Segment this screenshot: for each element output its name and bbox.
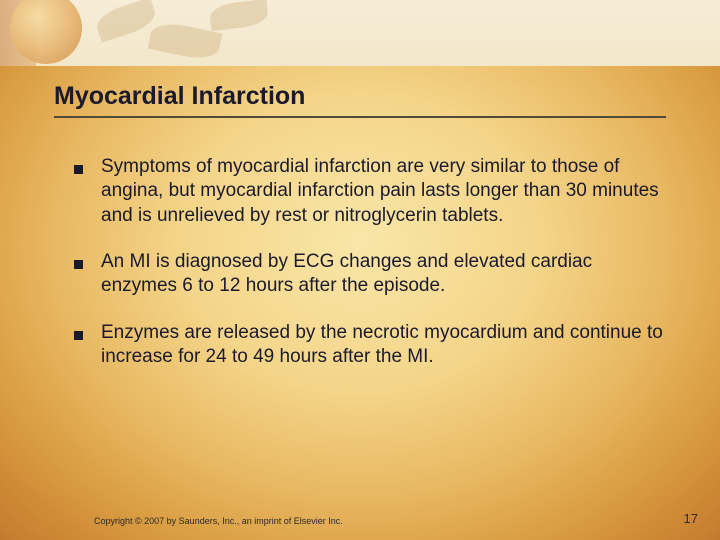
list-item: An MI is diagnosed by ECG changes and el… — [74, 250, 664, 299]
bullet-text: Symptoms of myocardial infarction are ve… — [101, 155, 664, 228]
slide-title: Myocardial Infarction — [54, 82, 305, 111]
bullet-icon — [74, 331, 83, 340]
bullet-icon — [74, 260, 83, 269]
bullet-icon — [74, 165, 83, 174]
slide: Myocardial Infarction Symptoms of myocar… — [0, 0, 720, 540]
bullet-text: Enzymes are released by the necrotic myo… — [101, 321, 664, 370]
bullet-list: Symptoms of myocardial infarction are ve… — [74, 155, 664, 391]
copyright-footer: Copyright © 2007 by Saunders, Inc., an i… — [94, 516, 343, 526]
list-item: Symptoms of myocardial infarction are ve… — [74, 155, 664, 228]
page-number: 17 — [684, 511, 698, 526]
bullet-text: An MI is diagnosed by ECG changes and el… — [101, 250, 664, 299]
list-item: Enzymes are released by the necrotic myo… — [74, 321, 664, 370]
title-underline — [54, 116, 666, 118]
